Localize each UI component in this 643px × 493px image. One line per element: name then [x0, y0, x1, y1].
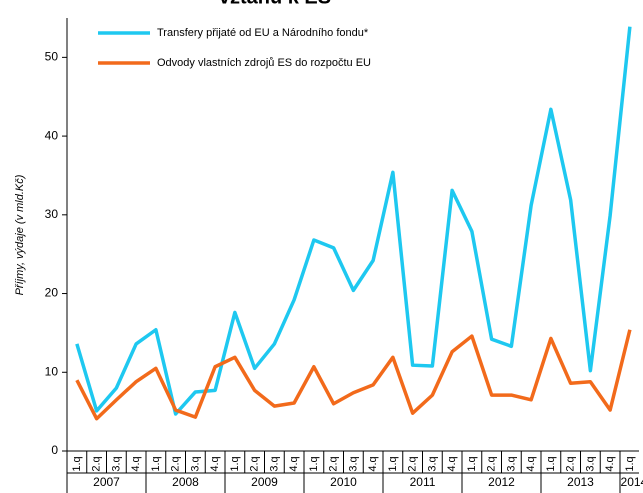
x-tick-label: 4.q: [604, 456, 616, 471]
series-line: [75, 329, 632, 421]
y-tick-label: 10: [45, 364, 59, 378]
x-tick-label: 3.q: [110, 456, 122, 471]
x-tick-label: 2.q: [407, 456, 419, 471]
x-tick-label: 2.q: [486, 456, 498, 471]
year-label: 2011: [410, 475, 436, 489]
x-tick-label: 1.q: [308, 456, 320, 471]
year-label: 2009: [251, 475, 278, 489]
x-tick-label: 4.q: [130, 456, 142, 471]
legend-label: Odvody vlastních zdrojů ES do rozpočtu E…: [157, 57, 371, 69]
x-tick-label: 1.q: [545, 456, 557, 471]
x-tick-label: 2.q: [249, 456, 261, 471]
x-tick-label: 1.q: [150, 456, 162, 471]
x-tick-label: 4.q: [525, 456, 537, 471]
x-tick-label: 1.q: [624, 456, 636, 471]
x-tick-label: 4.q: [446, 456, 458, 471]
x-tick-label: 3.q: [505, 456, 517, 471]
x-tick-label: 2.q: [170, 456, 182, 471]
y-axis-label: Příjmy, výdaje (v mld.Kč): [14, 174, 26, 295]
year-label: 2014: [621, 475, 643, 489]
series-line: [75, 26, 632, 416]
y-tick-label: 0: [51, 443, 58, 457]
y-tick-label: 30: [45, 207, 59, 221]
year-label: 2010: [330, 475, 357, 489]
x-tick-label: 2.q: [565, 456, 577, 471]
x-tick-label: 1.q: [229, 456, 241, 471]
x-tick-label: 3.q: [347, 456, 359, 471]
x-tick-label: 4.q: [288, 456, 300, 471]
x-tick-label: 3.q: [268, 456, 280, 471]
year-label: 2012: [488, 475, 515, 489]
x-tick-label: 3.q: [426, 456, 438, 471]
y-tick-label: 40: [45, 128, 59, 142]
year-label: 2007: [93, 475, 120, 489]
x-tick-label: 1.q: [466, 456, 478, 471]
y-tick-label: 20: [45, 286, 59, 300]
legend-label: Transfery přijaté od EU a Národního fond…: [157, 27, 369, 39]
x-tick-label: 1.q: [71, 456, 83, 471]
x-tick-label: 3.q: [189, 456, 201, 471]
year-label: 2013: [567, 475, 594, 489]
x-tick-label: 4.q: [367, 456, 379, 471]
x-tick-label: 3.q: [584, 456, 596, 471]
y-tick-label: 50: [45, 50, 59, 64]
x-tick-label: 2.q: [328, 456, 340, 471]
x-tick-label: 1.q: [387, 456, 399, 471]
x-tick-label: 2.q: [91, 456, 103, 471]
chart-title: vztahu k ES: [219, 0, 331, 8]
year-label: 2008: [172, 475, 199, 489]
x-tick-label: 4.q: [209, 456, 221, 471]
